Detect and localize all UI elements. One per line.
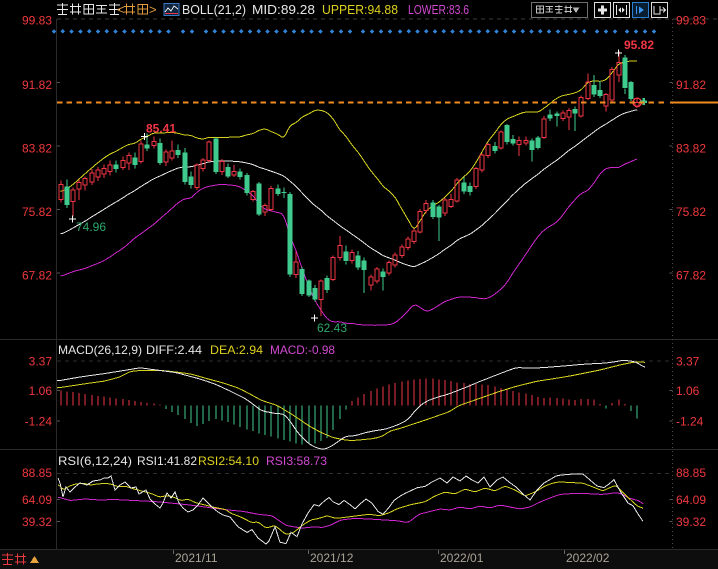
svg-text:BOLL(21,2): BOLL(21,2) xyxy=(182,2,246,17)
svg-text:39.32: 39.32 xyxy=(22,515,52,529)
svg-text:99.83: 99.83 xyxy=(676,14,706,28)
svg-text:MACD(26,12,9): MACD(26,12,9) xyxy=(58,343,142,357)
svg-text:3.37: 3.37 xyxy=(676,355,700,369)
svg-text:RSI3:58.73: RSI3:58.73 xyxy=(266,454,327,468)
svg-text:2022/01: 2022/01 xyxy=(440,551,484,565)
svg-text:>: > xyxy=(149,2,157,17)
svg-text:<: < xyxy=(117,2,125,17)
svg-text:1.06: 1.06 xyxy=(29,384,53,398)
svg-text:88.85: 88.85 xyxy=(22,466,52,480)
svg-text:99.83: 99.83 xyxy=(22,14,52,28)
svg-text:LOWER:83.6: LOWER:83.6 xyxy=(408,2,469,17)
svg-text:RSI(6,12,24): RSI(6,12,24) xyxy=(58,454,132,468)
svg-text:39.32: 39.32 xyxy=(676,515,706,529)
svg-text:MID:89.28: MID:89.28 xyxy=(252,2,315,17)
svg-text:83.82: 83.82 xyxy=(22,142,52,156)
svg-text:-1.24: -1.24 xyxy=(676,415,704,429)
svg-text:75.82: 75.82 xyxy=(676,205,706,219)
svg-text:75.82: 75.82 xyxy=(22,205,52,219)
svg-text:2022/02: 2022/02 xyxy=(566,551,610,565)
svg-text:3.37: 3.37 xyxy=(29,355,53,369)
svg-text:95.82: 95.82 xyxy=(624,38,654,52)
svg-text:2021/12: 2021/12 xyxy=(310,551,354,565)
svg-text:64.09: 64.09 xyxy=(22,493,52,507)
svg-text:DEA:2.94: DEA:2.94 xyxy=(210,343,263,357)
svg-text:88.85: 88.85 xyxy=(676,466,706,480)
svg-text:1.06: 1.06 xyxy=(676,384,700,398)
svg-text:91.82: 91.82 xyxy=(676,78,706,92)
svg-text:67.82: 67.82 xyxy=(676,269,706,283)
svg-text:74.96: 74.96 xyxy=(76,220,106,234)
svg-text:67.82: 67.82 xyxy=(22,269,52,283)
svg-text:MACD:-0.98: MACD:-0.98 xyxy=(270,343,335,357)
svg-text:2021/11: 2021/11 xyxy=(175,551,218,565)
svg-text:83.82: 83.82 xyxy=(676,142,706,156)
svg-text:RSI1:41.82: RSI1:41.82 xyxy=(137,454,197,468)
svg-text:-1.24: -1.24 xyxy=(25,415,53,429)
svg-text:DIFF:2.44: DIFF:2.44 xyxy=(146,343,202,357)
svg-text:RSI2:54.10: RSI2:54.10 xyxy=(198,454,259,468)
svg-text:64.09: 64.09 xyxy=(676,493,706,507)
svg-text:UPPER:94.88: UPPER:94.88 xyxy=(322,2,398,17)
svg-text:62.43: 62.43 xyxy=(317,321,347,335)
svg-text:85.41: 85.41 xyxy=(146,122,176,136)
svg-text:91.82: 91.82 xyxy=(22,78,52,92)
